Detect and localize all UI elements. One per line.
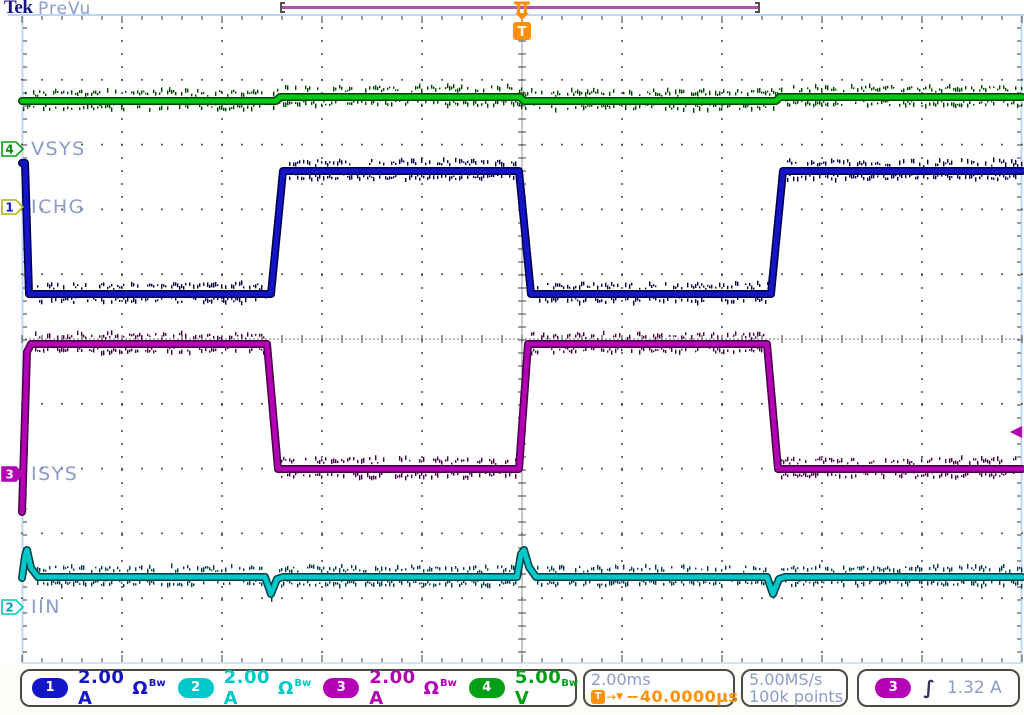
channel-label-vsys: VSYS	[31, 138, 86, 160]
ch2-position-marker[interactable]: 2	[1, 599, 25, 615]
record-length: 100k points	[749, 687, 844, 706]
tek-logo: Tek	[4, 0, 33, 18]
trigger-source-badge: 3	[875, 678, 912, 698]
ch1-coupling-icon: Ω	[132, 677, 148, 699]
trigger-readout-box[interactable]: 3 ∫ 1.32 A	[857, 669, 1020, 707]
ch4-readout: 4 5.00 V	[468, 667, 562, 709]
ch2-coupling-icon: Ω	[278, 677, 294, 699]
ch1-badge: 1	[32, 678, 68, 698]
ch2-scale: 2.00 A	[223, 667, 271, 709]
ch3-coupling-icon: Ω	[423, 677, 439, 699]
ch1-scale: 2.00 A	[78, 667, 125, 709]
ch2-readout: 2 2.00 A Ω Bw	[177, 667, 324, 709]
sample-rate: 5.00MS/s	[749, 670, 823, 689]
trigger-position-row: T → ▼ −40.0000µs	[591, 686, 739, 706]
ch1-bandwidth-icon: Bw	[148, 677, 166, 689]
ch3-position-marker[interactable]: 3	[1, 466, 25, 482]
horizontal-scale: 2.00ms	[591, 669, 651, 689]
trigger-slope-icon: ∫	[923, 677, 935, 699]
channel-label-isys: ISYS	[31, 463, 79, 485]
ch1-marker-number: 1	[5, 201, 13, 215]
ch4-bandwidth-icon: Bw	[561, 677, 579, 689]
graticule	[8, 14, 1024, 664]
ch3-bandwidth-icon: Bw	[439, 677, 457, 689]
ch4-scale: 5.00 V	[514, 667, 562, 709]
ch3-scale: 2.00 A	[369, 667, 416, 709]
waveform-vsys	[18, 83, 1024, 113]
waveform-isys	[18, 330, 1024, 516]
ch3-marker-number: 3	[5, 468, 13, 482]
ch3-readout: 3 2.00 A Ω Bw	[323, 667, 469, 709]
triangle-down-icon: ▼	[616, 691, 623, 702]
channel-label-iin: IIN	[31, 596, 61, 618]
ch4-position-marker[interactable]: 4	[1, 141, 25, 157]
ch2-bandwidth-icon: Bw	[294, 677, 312, 689]
ch3-badge: 3	[323, 678, 360, 698]
channel-readouts-box[interactable]: 1 2.00 A Ω Bw 2 2.00 A Ω Bw 3 2.00 A Ω B…	[20, 667, 579, 709]
ch1-readout: 1 2.00 A Ω Bw	[32, 667, 178, 709]
channel-label-ichg: ICHG	[31, 196, 85, 218]
ch4-badge: 4	[468, 678, 505, 698]
trigger-position-value: −40.0000µs	[625, 686, 739, 706]
trigger-position-marker[interactable]: T	[513, 1, 531, 41]
ch2-badge: 2	[177, 678, 214, 698]
ch4-marker-number: 4	[5, 143, 13, 157]
ch1-position-marker[interactable]: 1	[1, 199, 25, 215]
trigger-flag-letter: T	[518, 25, 527, 40]
horizontal-readout-box[interactable]: 2.00ms T → ▼ −40.0000µs	[583, 669, 738, 707]
arrow-right-icon: →	[606, 689, 617, 704]
acquisition-readout-box[interactable]: 5.00MS/s 100k points	[741, 669, 848, 707]
readout-bar: 1 2.00 A Ω Bw 2 2.00 A Ω Bw 3 2.00 A Ω B…	[0, 666, 1024, 715]
waveform-ichg	[18, 157, 1024, 306]
trigger-level: 1.32 A	[946, 678, 1002, 698]
acquisition-mode-label: PreVu	[38, 0, 92, 19]
waveform-iin	[18, 546, 1024, 602]
ch2-marker-number: 2	[5, 601, 13, 615]
trigger-flag-icon: T	[591, 689, 605, 704]
trigger-level-arrow[interactable]	[1010, 426, 1022, 438]
